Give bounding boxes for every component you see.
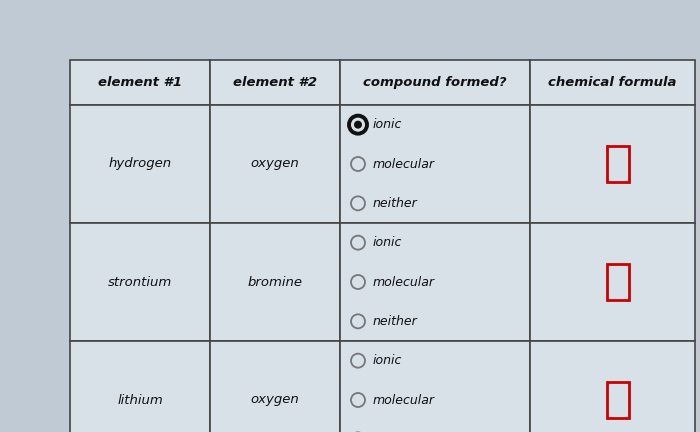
- Bar: [70, 60, 210, 105]
- Bar: [340, 105, 530, 223]
- Text: ionic: ionic: [373, 236, 402, 249]
- Text: lithium: lithium: [117, 394, 163, 407]
- Bar: [606, 382, 629, 418]
- Bar: [340, 341, 530, 432]
- Text: element #1: element #1: [98, 76, 182, 89]
- Text: neither: neither: [373, 315, 418, 328]
- Text: molecular: molecular: [373, 158, 435, 171]
- Text: molecular: molecular: [373, 394, 435, 407]
- Bar: [530, 60, 695, 105]
- Ellipse shape: [354, 121, 362, 129]
- Text: compound formed?: compound formed?: [363, 76, 507, 89]
- Bar: [70, 223, 210, 341]
- Bar: [340, 60, 530, 105]
- Text: neither: neither: [373, 197, 418, 210]
- Bar: [210, 341, 340, 432]
- Bar: [606, 146, 629, 182]
- Bar: [70, 105, 210, 223]
- Bar: [530, 223, 695, 341]
- Text: ionic: ionic: [373, 118, 402, 131]
- Bar: [606, 264, 629, 300]
- Text: ionic: ionic: [373, 354, 402, 367]
- Bar: [210, 60, 340, 105]
- Bar: [530, 105, 695, 223]
- Text: molecular: molecular: [373, 276, 435, 289]
- Text: oxygen: oxygen: [251, 394, 300, 407]
- Bar: [340, 223, 530, 341]
- Text: oxygen: oxygen: [251, 158, 300, 171]
- Text: hydrogen: hydrogen: [108, 158, 172, 171]
- Text: chemical formula: chemical formula: [548, 76, 677, 89]
- Text: strontium: strontium: [108, 276, 172, 289]
- Bar: [70, 341, 210, 432]
- Text: bromine: bromine: [248, 276, 302, 289]
- Bar: [530, 341, 695, 432]
- Bar: [210, 223, 340, 341]
- Bar: [210, 105, 340, 223]
- Text: element #2: element #2: [233, 76, 317, 89]
